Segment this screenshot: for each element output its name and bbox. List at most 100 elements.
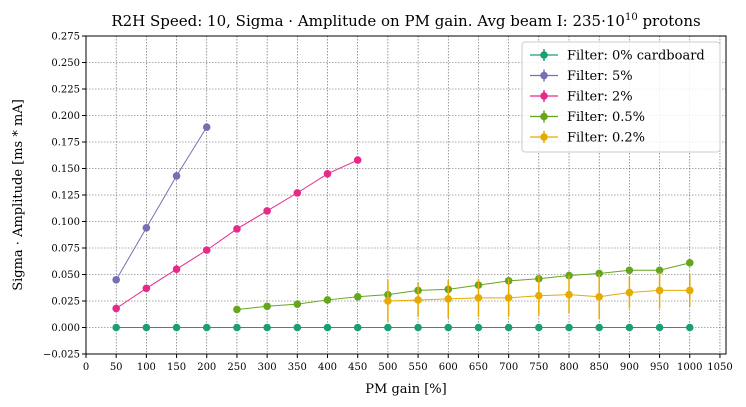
- data-point: [444, 295, 453, 303]
- data-point: [655, 323, 664, 332]
- legend-label: Filter: 0.5%: [567, 110, 645, 125]
- x-tick-label: 600: [439, 362, 458, 373]
- x-tick-label: 800: [559, 362, 578, 373]
- x-tick-label: 150: [167, 362, 186, 373]
- data-point: [233, 225, 241, 233]
- legend-label: Filter: 0.2%: [567, 131, 645, 146]
- data-point: [353, 156, 362, 164]
- legend-label: Filter: 2%: [567, 90, 633, 105]
- x-tick-label: 900: [620, 362, 639, 373]
- data-point: [202, 123, 211, 131]
- x-tick-label: 200: [197, 362, 216, 373]
- x-tick-label: 250: [227, 362, 246, 373]
- y-tick-label: 0.175: [51, 138, 80, 149]
- data-point: [565, 323, 573, 332]
- legend-marker: [540, 71, 548, 80]
- series-3: [112, 156, 362, 313]
- chart-title-end: protons: [638, 12, 701, 30]
- data-point: [172, 323, 181, 332]
- legend-entry-4: Filter: 0.5%: [530, 110, 645, 125]
- data-point: [263, 323, 271, 332]
- x-axis-label: PM gain [%]: [365, 382, 446, 397]
- legend-marker: [540, 112, 548, 121]
- series-layer: [112, 123, 694, 332]
- data-point: [474, 294, 483, 302]
- x-tick-label: 850: [590, 362, 609, 373]
- data-point: [142, 323, 151, 332]
- x-tick-label: 1000: [677, 362, 702, 373]
- x-tick-label: 550: [409, 362, 428, 373]
- legend-box: [521, 41, 721, 153]
- x-tick-label: 950: [650, 362, 669, 373]
- data-point: [112, 276, 120, 284]
- data-point: [625, 288, 634, 297]
- data-point: [384, 297, 392, 305]
- data-point: [323, 323, 332, 332]
- data-point: [172, 265, 181, 274]
- data-point: [202, 323, 211, 332]
- legend-entry-2: Filter: 5%: [530, 69, 633, 84]
- data-point: [323, 170, 332, 178]
- x-tick-label: 0: [83, 362, 89, 373]
- data-point: [504, 323, 513, 332]
- x-tick-label: 750: [529, 362, 548, 373]
- y-axis-label: Sigma · Amplitude [ms * mA]: [11, 99, 26, 291]
- data-point: [353, 323, 362, 332]
- data-point: [685, 259, 694, 267]
- x-tick-label: 1050: [707, 362, 732, 373]
- y-tick-label: 0.250: [51, 58, 80, 69]
- chart-title: R2H Speed: 10, Sigma · Amplitude on PM g…: [111, 12, 700, 30]
- data-point: [353, 292, 362, 301]
- data-point: [414, 323, 422, 332]
- data-point: [565, 290, 573, 299]
- data-point: [263, 207, 271, 215]
- legend-entry-5: Filter: 0.2%: [530, 131, 645, 146]
- x-tick-label: 350: [288, 362, 307, 373]
- x-tick-label: 400: [318, 362, 337, 373]
- legend: Filter: 0% cardboard Filter: 5% Filter: 2%…: [521, 41, 721, 153]
- series-line: [236, 262, 690, 310]
- y-tick-label: 0.075: [51, 244, 80, 255]
- x-tick-label: 300: [258, 362, 277, 373]
- data-point: [444, 323, 453, 332]
- data-point: [233, 323, 241, 332]
- data-point: [474, 323, 483, 332]
- y-tick-label: 0.200: [51, 111, 80, 122]
- y-tick-label: 0.125: [51, 191, 80, 202]
- x-tick-label: 700: [499, 362, 518, 373]
- chart-title-superscript: 10: [625, 12, 638, 23]
- data-point: [142, 224, 151, 232]
- x-tick-label: 500: [378, 362, 397, 373]
- data-point: [172, 172, 181, 180]
- data-point: [293, 189, 302, 197]
- data-point: [263, 302, 271, 311]
- data-point: [384, 323, 392, 332]
- data-point: [112, 304, 120, 313]
- series-2: [112, 123, 211, 284]
- data-point: [142, 284, 151, 293]
- x-tick-label: 100: [137, 362, 156, 373]
- legend-label: Filter: 0% cardboard: [567, 49, 705, 64]
- data-point: [233, 305, 241, 314]
- data-point: [535, 323, 543, 332]
- y-tick-label: 0.225: [51, 85, 80, 96]
- y-tick-label: 0.150: [51, 164, 80, 175]
- data-point: [293, 323, 302, 332]
- legend-entry-3: Filter: 2%: [530, 90, 633, 105]
- x-tick-label: 50: [110, 362, 123, 373]
- legend-marker: [540, 51, 548, 59]
- data-point: [685, 286, 694, 295]
- y-tick-label: 0.000: [51, 323, 80, 334]
- y-tick-label: 0.050: [51, 270, 80, 281]
- chart-title-main: R2H Speed: 10, Sigma · Amplitude on PM g…: [111, 12, 625, 30]
- legend-label: Filter: 5%: [567, 69, 633, 84]
- series-1: [112, 323, 694, 332]
- y-tick-label: 0.025: [51, 297, 80, 308]
- data-point: [655, 266, 664, 275]
- tick-layer: 0 50 100 150 200 250 300 350 400 450 500 550 600 650 7…: [43, 32, 733, 374]
- y-tick-label: −0.025: [43, 350, 80, 361]
- data-point: [504, 294, 513, 302]
- data-point: [685, 323, 694, 332]
- data-point: [625, 266, 634, 275]
